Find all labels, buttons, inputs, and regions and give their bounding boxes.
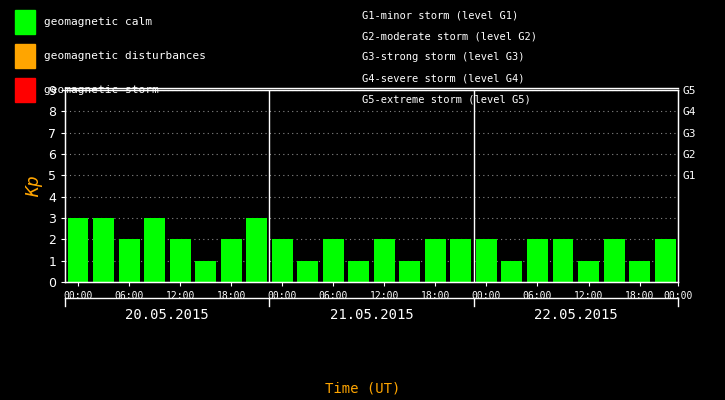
Bar: [552, 239, 573, 282]
Text: G2-moderate storm (level G2): G2-moderate storm (level G2): [362, 31, 537, 41]
Bar: [67, 218, 88, 282]
Bar: [476, 239, 497, 282]
Bar: [170, 239, 191, 282]
Bar: [297, 261, 318, 282]
Bar: [272, 239, 293, 282]
Bar: [629, 261, 650, 282]
Bar: [93, 218, 114, 282]
Bar: [144, 218, 165, 282]
Text: G3-strong storm (level G3): G3-strong storm (level G3): [362, 52, 525, 62]
Bar: [348, 261, 369, 282]
Text: 22.05.2015: 22.05.2015: [534, 308, 618, 322]
Bar: [450, 239, 471, 282]
Text: geomagnetic storm: geomagnetic storm: [44, 85, 158, 95]
Y-axis label: Kp: Kp: [25, 175, 43, 197]
Bar: [220, 239, 241, 282]
Bar: [119, 239, 139, 282]
Text: geomagnetic calm: geomagnetic calm: [44, 17, 152, 27]
Text: G1-minor storm (level G1): G1-minor storm (level G1): [362, 10, 519, 20]
Bar: [247, 218, 267, 282]
Bar: [195, 261, 216, 282]
Bar: [399, 261, 420, 282]
Text: G4-severe storm (level G4): G4-severe storm (level G4): [362, 74, 525, 84]
Text: G5-extreme storm (level G5): G5-extreme storm (level G5): [362, 95, 531, 105]
Text: geomagnetic disturbances: geomagnetic disturbances: [44, 51, 205, 61]
Bar: [578, 261, 599, 282]
Text: 20.05.2015: 20.05.2015: [125, 308, 210, 322]
Bar: [323, 239, 344, 282]
Text: 21.05.2015: 21.05.2015: [330, 308, 413, 322]
Bar: [527, 239, 548, 282]
Bar: [502, 261, 523, 282]
Bar: [655, 239, 676, 282]
Bar: [374, 239, 395, 282]
Bar: [425, 239, 446, 282]
Text: Time (UT): Time (UT): [325, 382, 400, 396]
Bar: [604, 239, 624, 282]
